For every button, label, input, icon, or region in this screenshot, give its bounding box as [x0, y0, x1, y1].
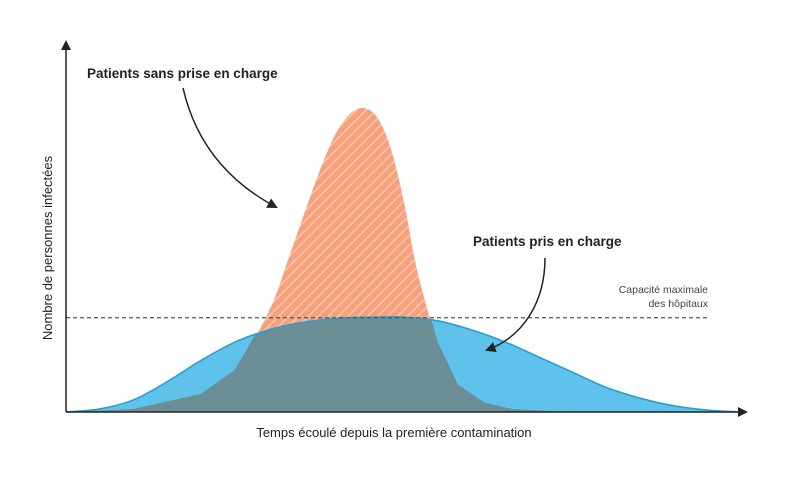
x-axis-arrow-icon [738, 407, 748, 417]
untreated-annotation-label: Patients sans prise en charge [87, 66, 278, 81]
y-axis-label: Nombre de personnes infectées [40, 155, 55, 340]
untreated-patients-area [66, 107, 742, 413]
treated-annotation-label: Patients pris en charge [473, 234, 622, 249]
untreated-annotation-arrow [182, 87, 278, 208]
x-axis-label: Temps écoulé depuis la première contamin… [256, 425, 531, 440]
y-axis-arrow-icon [61, 40, 71, 50]
treated-annotation-arrow [485, 257, 546, 353]
hospital-capacity-label-line1: Capacité maximale [619, 284, 708, 296]
hospital-capacity-label-line2: des hôpitaux [648, 298, 708, 310]
overlap-area [66, 316, 742, 413]
treated-patients-line [65, 315, 743, 413]
